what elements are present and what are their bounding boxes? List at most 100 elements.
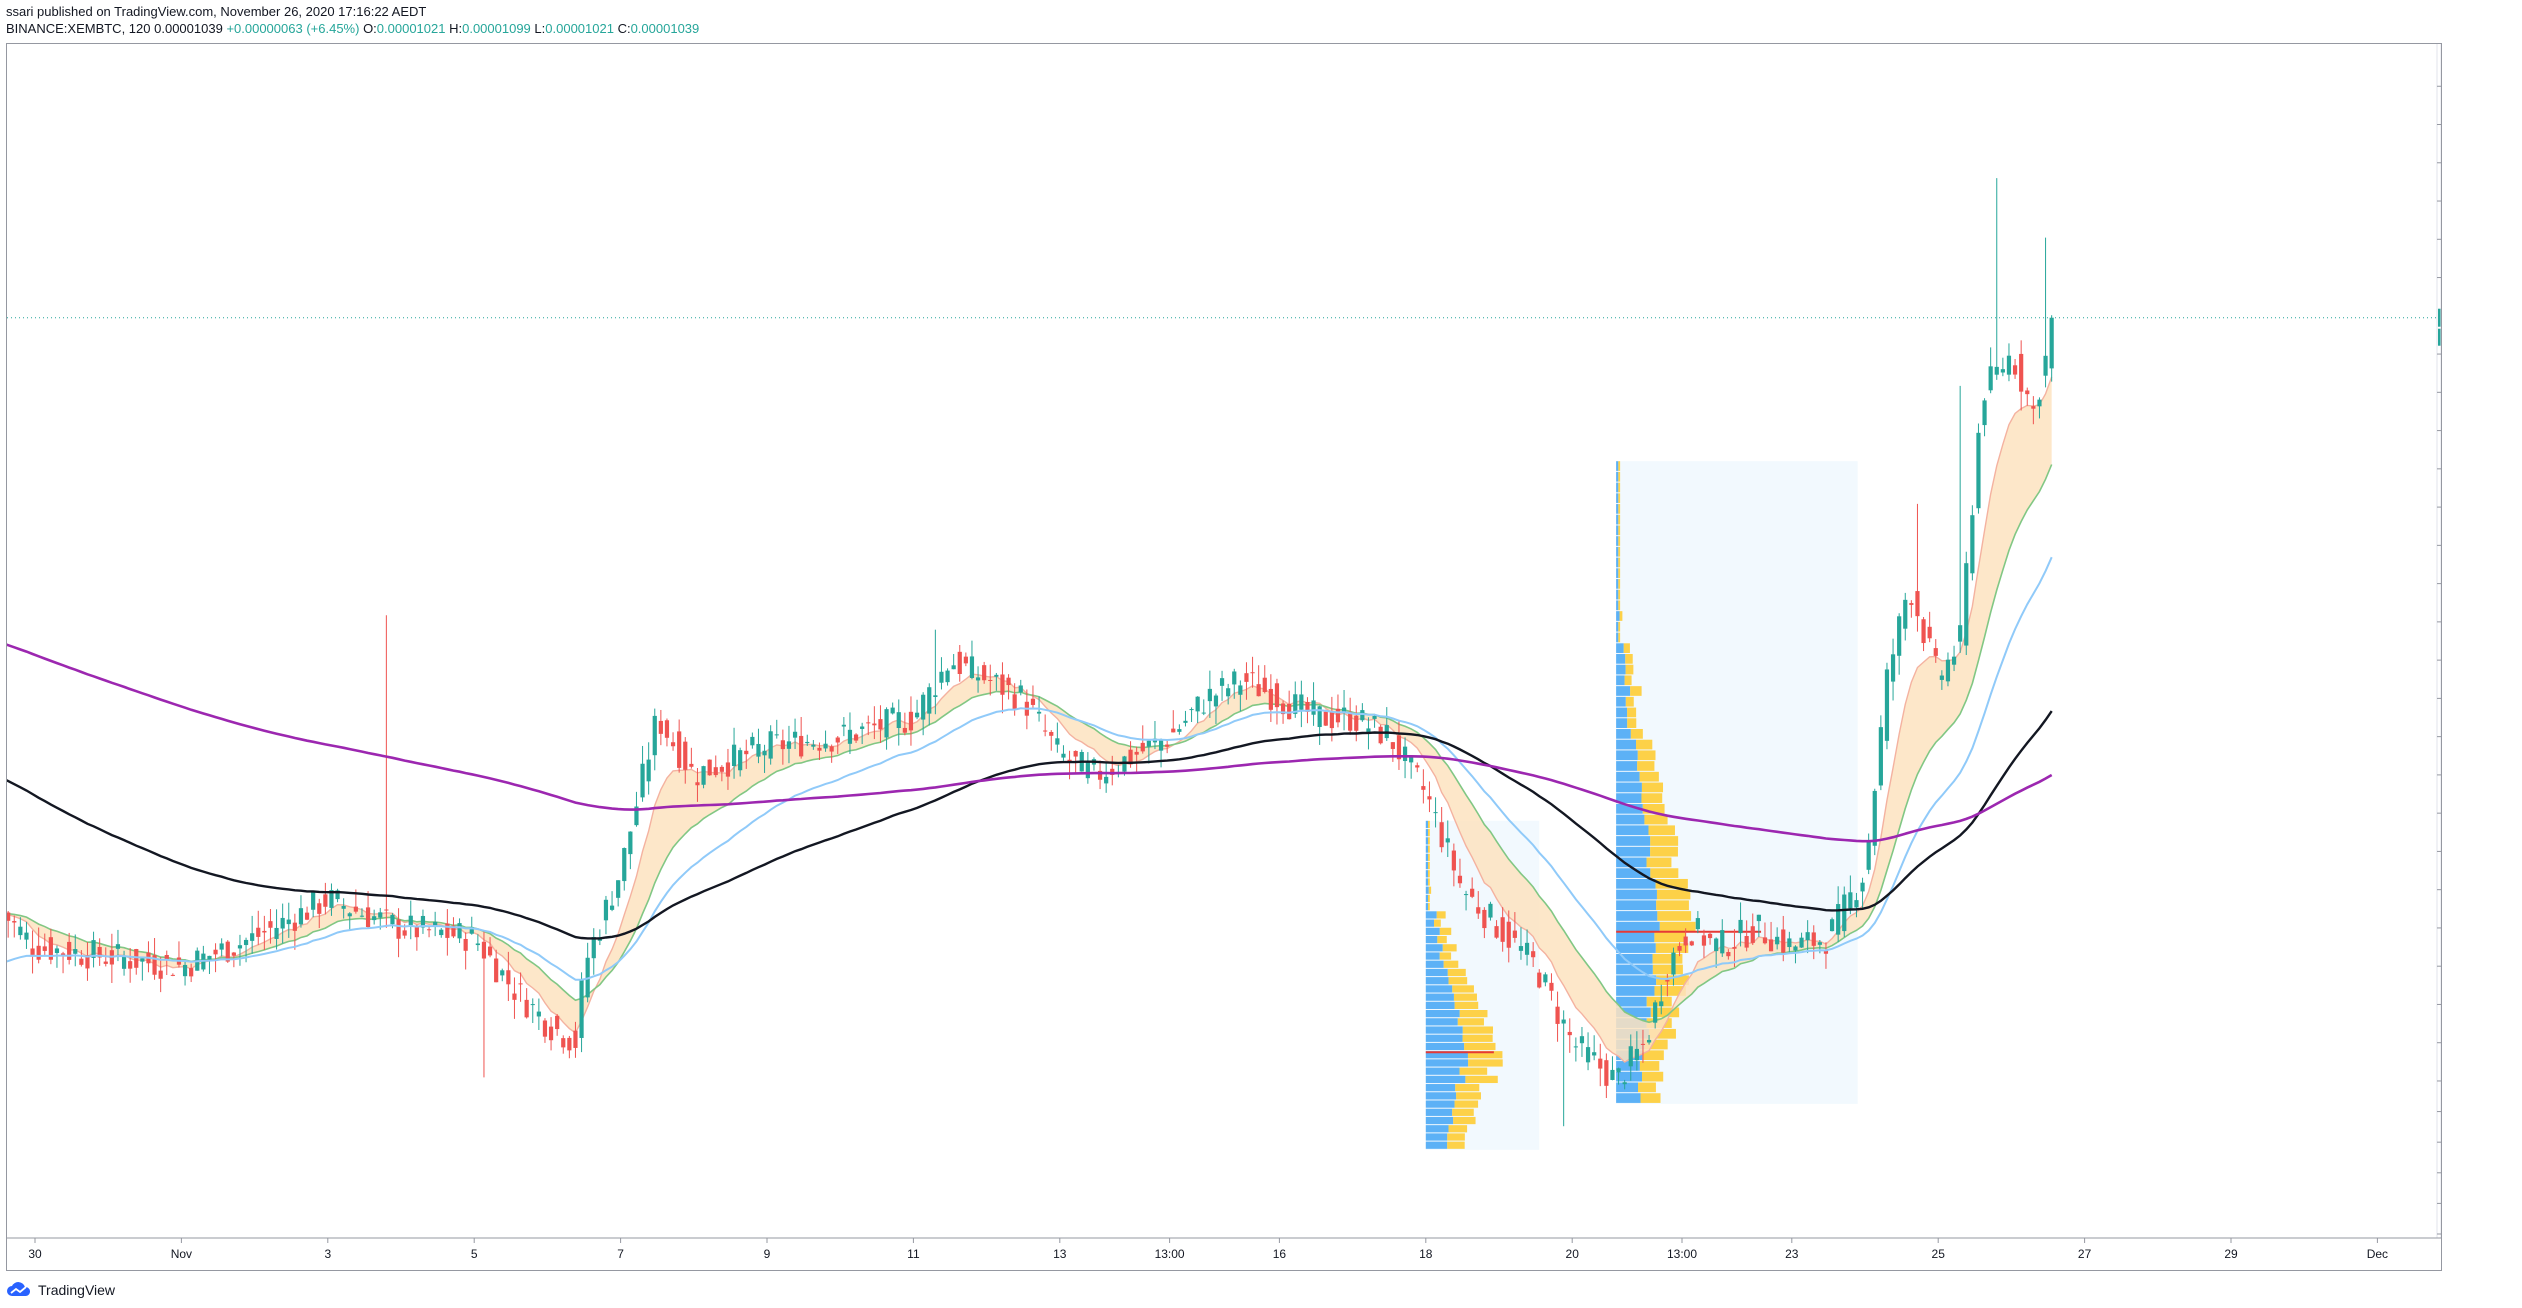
volume-profile-bar-down: [1618, 536, 1621, 546]
tradingview-logo[interactable]: TradingView: [6, 1279, 115, 1301]
volume-profile-bar-down: [1627, 707, 1637, 718]
volume-profile-bar-up: [1616, 868, 1651, 878]
candle-body: [1482, 909, 1487, 929]
volume-profile-bar-down: [1625, 654, 1633, 664]
candle-body: [847, 729, 853, 744]
volume-profile-bar-down: [1618, 525, 1621, 536]
candle-body: [1646, 1039, 1652, 1043]
candle-body: [335, 890, 340, 900]
candle-body: [304, 912, 310, 920]
candle-body: [1402, 746, 1408, 762]
candle-body: [1744, 936, 1749, 948]
volume-profile-bar-up: [1616, 932, 1655, 943]
volume-profile-bar-down: [1630, 728, 1643, 739]
volume-profile-bar-up: [1425, 985, 1453, 993]
time-axis: 30 Nov 3 5 7 9 11 13 13:00 16 18 20 13:00 23 25 27 29 Dec: [7, 1237, 2441, 1261]
candle-body: [744, 750, 749, 755]
tradingview-brand: TradingView: [38, 1282, 116, 1298]
volume-profile-bar-up: [1616, 761, 1638, 771]
volume-profile-bar-down: [1655, 943, 1689, 953]
candle-body: [561, 1038, 566, 1048]
candle-body: [713, 767, 718, 776]
volume-profile-bar-down: [1468, 1059, 1503, 1067]
volume-profile-bar-down: [1618, 600, 1621, 611]
volume-profile-bar-up: [1616, 686, 1631, 696]
candle-body: [756, 743, 761, 757]
volume-profile-bar-up: [1616, 675, 1625, 686]
volume-profile-bar-up: [1425, 886, 1429, 894]
volume-profile-bar-down: [1428, 837, 1430, 845]
candle-body: [1659, 1001, 1664, 1007]
open-label: O:: [363, 21, 377, 36]
candle-body: [872, 723, 877, 726]
candle-body: [91, 940, 96, 958]
candle-body: [841, 724, 846, 727]
volume-profile-bar-down: [1428, 861, 1430, 870]
symbol-ohlc-legend: BINANCE:XEMBTC, 120 0.00001039 +0.000000…: [6, 21, 699, 36]
volume-profile-bar-down: [1639, 771, 1659, 782]
candle-body: [1457, 875, 1463, 884]
volume-profile-bar-up: [1616, 814, 1645, 825]
candle-body: [975, 677, 981, 681]
volume-profile-bar-down: [1646, 857, 1672, 868]
candle-body: [1140, 742, 1145, 752]
volume-profile-bar-down: [1428, 820, 1430, 829]
volume-profile-bar-up: [1616, 664, 1626, 675]
candle-body: [1128, 749, 1133, 765]
candle-body: [1421, 786, 1426, 790]
candle-body: [1598, 1058, 1603, 1069]
candle-body: [1189, 709, 1194, 711]
candle-body: [433, 921, 438, 927]
candle-body: [1781, 929, 1786, 953]
candle-body: [207, 955, 212, 960]
volume-profile-bar-up: [1616, 1093, 1641, 1103]
candle-body: [1445, 838, 1450, 843]
candle-body: [1945, 659, 1951, 682]
candle-body: [1573, 1046, 1578, 1048]
volume-profile-bar-up: [1425, 960, 1444, 968]
candle-body: [1293, 694, 1298, 714]
volume-profile-bar-up: [1616, 471, 1619, 482]
candle-body: [1238, 685, 1243, 695]
volume-profile-bar-down: [1434, 919, 1441, 927]
time-tick-label: Dec: [2367, 1247, 2388, 1261]
candle-body: [835, 737, 840, 743]
volume-profile-bar-down: [1618, 482, 1621, 493]
candle-body: [1640, 1043, 1646, 1045]
price-chart[interactable]: 0.0000103901:43:41 0.0BTC800.000011600.0…: [7, 44, 2441, 1270]
candle-body: [1531, 951, 1536, 958]
volume-profile-bar-up: [1616, 750, 1638, 761]
volume-profile-bar-up: [1425, 820, 1428, 829]
volume-profile-bar-down: [1439, 952, 1452, 960]
candle-body: [1555, 1006, 1560, 1024]
candle-body: [2031, 406, 2036, 409]
candle-body: [2049, 317, 2054, 369]
chart-frame[interactable]: 0.0000103901:43:41 0.0BTC800.000011600.0…: [6, 43, 2442, 1271]
candle-body: [701, 766, 706, 785]
candle-body: [1378, 726, 1383, 744]
volume-profile-bar-up: [1616, 696, 1626, 707]
candle-body: [579, 979, 584, 1038]
candle-body: [1854, 900, 1859, 908]
candle-body: [945, 670, 950, 683]
volume-profile-bar-up: [1425, 1125, 1449, 1133]
candle-body: [24, 932, 29, 940]
candle-body: [1823, 950, 1829, 954]
volume-profile-bar-down: [1644, 1039, 1668, 1050]
candle-body: [1299, 694, 1304, 710]
candle-body: [1470, 888, 1475, 897]
volume-profile-bar-down: [1459, 1067, 1488, 1075]
volume-profile-bar-up: [1616, 600, 1619, 611]
candle-body: [866, 722, 871, 724]
candle-body: [1000, 674, 1005, 695]
candle-body: [1329, 711, 1334, 729]
candle-body: [1762, 937, 1768, 944]
low-label: L:: [534, 21, 546, 36]
volume-profile-bar-up: [1616, 836, 1651, 846]
candle-body: [317, 903, 322, 914]
candle-body: [286, 919, 291, 925]
candle-body: [811, 744, 816, 747]
volume-profile-bar-down: [1650, 846, 1678, 857]
volume-profile-bar-down: [1642, 803, 1665, 814]
volume-profile-bar-up: [1425, 878, 1428, 886]
